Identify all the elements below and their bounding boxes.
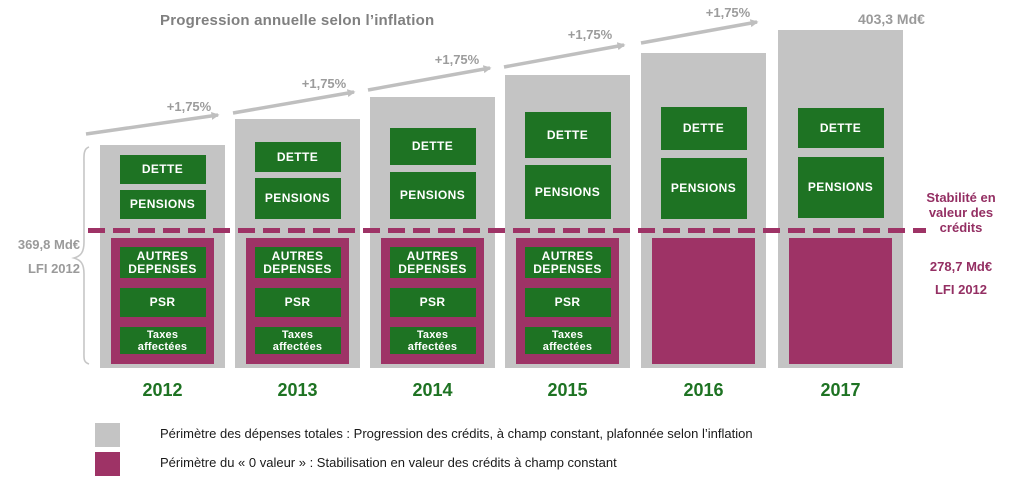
segment-pensions-2012: PENSIONS <box>119 190 206 219</box>
growth-rate-label-2013-2014: +1,75% <box>301 76 347 91</box>
segment-dette-2016: DETTE <box>660 107 747 150</box>
segment-dette-2015: DETTE <box>524 112 611 158</box>
segment-pensions-2013: PENSIONS <box>254 178 341 219</box>
segment-taxes-affect-es-2012: Taxes affectées <box>119 327 206 354</box>
segment-autres-depenses-2013: AUTRES DEPENSES <box>254 247 341 278</box>
segment-dette-2017: DETTE <box>797 108 884 148</box>
segment-taxes-affect-es-2015: Taxes affectées <box>524 327 611 354</box>
year-label-2017: 2017 <box>820 380 861 400</box>
segment-dette-2012: DETTE <box>119 155 206 184</box>
year-label-2014: 2014 <box>412 380 453 400</box>
growth-rate-label-2015-2016: +1,75% <box>567 27 613 42</box>
segment-pensions-2015: PENSIONS <box>524 165 611 219</box>
stability-note: Stabilité en valeur des crédits <box>926 190 996 235</box>
total-2012-caption: LFI 2012 <box>27 261 80 276</box>
segment-pensions-2017: PENSIONS <box>797 157 884 218</box>
zero-value-caption: LFI 2012 <box>934 282 988 297</box>
segment-taxes-affect-es-2013: Taxes affectées <box>254 327 341 354</box>
segment-autres-depenses-2014: AUTRES DEPENSES <box>389 247 476 278</box>
growth-arrow-1 <box>85 111 220 136</box>
zero-value-dashed-line <box>88 228 926 233</box>
growth-rate-label-2016-2017: +1,75% <box>705 5 751 20</box>
segment-autres-depenses-2015: AUTRES DEPENSES <box>524 247 611 278</box>
zero-value-amount: 278,7 Md€ <box>929 259 993 274</box>
zero-value-block-2016 <box>652 238 755 364</box>
year-label-2013: 2013 <box>277 380 318 400</box>
segment-dette-2014: DETTE <box>389 128 476 165</box>
legend-swatch-total-perimeter <box>95 423 120 447</box>
segment-psr-2013: PSR <box>254 288 341 317</box>
segment-taxes-affect-es-2014: Taxes affectées <box>389 327 476 354</box>
segment-psr-2014: PSR <box>389 288 476 317</box>
legend-swatch-zero-value-perimeter <box>95 452 120 476</box>
growth-rate-label-2012-2013: +1,75% <box>166 99 212 114</box>
segment-pensions-2014: PENSIONS <box>389 172 476 219</box>
segment-psr-2012: PSR <box>119 288 206 317</box>
total-2017-value: 403,3 Md€ <box>858 11 925 27</box>
legend-label-total-perimeter: Périmètre des dépenses totales : Progres… <box>160 426 753 441</box>
growth-arrow-5 <box>640 19 759 45</box>
segment-pensions-2016: PENSIONS <box>660 158 747 219</box>
growth-arrow-4 <box>503 42 626 69</box>
year-label-2012: 2012 <box>142 380 183 400</box>
segment-dette-2013: DETTE <box>254 142 341 172</box>
segment-autres-depenses-2012: AUTRES DEPENSES <box>119 247 206 278</box>
legend-label-zero-value-perimeter: Périmètre du « 0 valeur » : Stabilisatio… <box>160 455 617 470</box>
year-label-2015: 2015 <box>547 380 588 400</box>
growth-arrow-3 <box>367 65 492 92</box>
zero-value-block-2017 <box>789 238 892 364</box>
growth-arrow-2 <box>232 89 356 115</box>
chart-title: Progression annuelle selon l’inflation <box>160 12 435 29</box>
lfi-2012-total-block: 369,8 Md€ LFI 2012 <box>6 237 80 277</box>
total-2012-value: 369,8 Md€ <box>17 237 80 252</box>
year-label-2016: 2016 <box>683 380 724 400</box>
segment-psr-2015: PSR <box>524 288 611 317</box>
growth-rate-label-2014-2015: +1,75% <box>434 52 480 67</box>
